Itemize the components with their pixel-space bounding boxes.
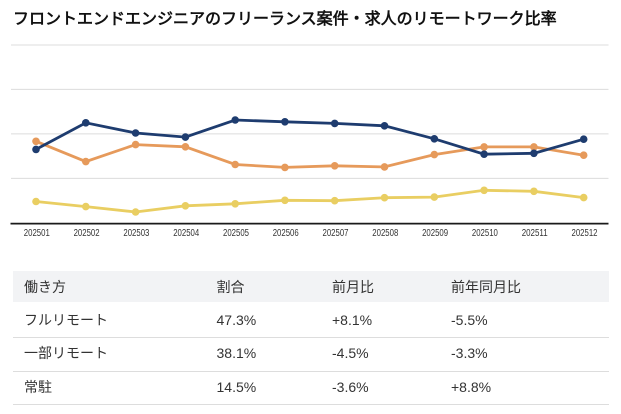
- svg-text:202503: 202503: [123, 228, 149, 239]
- svg-text:202506: 202506: [273, 228, 299, 239]
- svg-text:202507: 202507: [323, 228, 349, 239]
- svg-text:202502: 202502: [74, 228, 100, 239]
- svg-text:202509: 202509: [422, 228, 448, 239]
- svg-text:202505: 202505: [223, 228, 249, 239]
- svg-text:202510: 202510: [472, 228, 498, 239]
- svg-text:202512: 202512: [572, 228, 598, 239]
- svg-text:202511: 202511: [522, 228, 548, 239]
- svg-text:202508: 202508: [372, 228, 398, 239]
- svg-text:202504: 202504: [173, 228, 199, 239]
- svg-text:202501: 202501: [24, 228, 50, 239]
